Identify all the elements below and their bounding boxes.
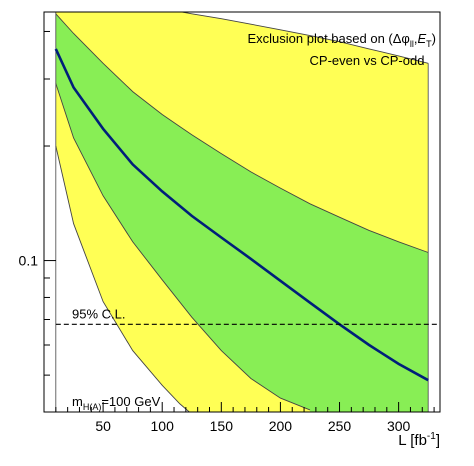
band-1sigma <box>55 13 429 412</box>
bands-group <box>55 12 429 412</box>
cl-label: 95% C.L. <box>72 306 125 321</box>
x-tick-label: 50 <box>95 418 111 434</box>
plot-frame <box>43 11 441 413</box>
chart-title: Exclusion plot based on (Δφll,ET) <box>247 31 436 49</box>
mass-label: mH(A)=100 GeV <box>72 394 161 412</box>
minus-2sigma-line <box>55 145 191 412</box>
x-tick-label: 150 <box>210 418 234 434</box>
x-tick-label: 300 <box>387 418 411 434</box>
median-line <box>54 48 429 382</box>
x-tick-label: 200 <box>269 418 293 434</box>
x-tick-label: 250 <box>328 418 352 434</box>
lines-group <box>54 12 440 412</box>
chart-subtitle: CP-even vs CP-odd <box>310 53 425 68</box>
plus-2sigma-line <box>179 12 429 64</box>
x-axis-label: L [fb-1] <box>398 431 440 449</box>
x-tick-label: 100 <box>151 418 175 434</box>
y-tick-label: 0.1 <box>19 253 39 269</box>
plus-1sigma-line <box>55 13 429 253</box>
minus-1sigma-line <box>55 83 311 411</box>
ticks-group: 50 100 150 200 250 300 0.1 <box>19 30 435 434</box>
